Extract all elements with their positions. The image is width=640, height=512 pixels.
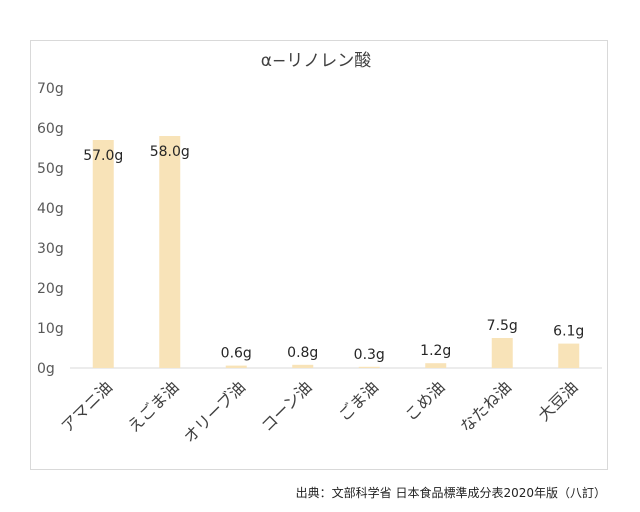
bar-0 — [92, 140, 114, 368]
data-label: 6.1g — [553, 324, 584, 340]
y-tick-label: 20g — [37, 281, 64, 297]
data-label: 7.5g — [487, 318, 518, 334]
y-tick-label: 70g — [37, 81, 64, 97]
bar-6 — [491, 338, 513, 368]
bar-5 — [425, 363, 447, 368]
data-label: 1.2g — [420, 343, 451, 359]
data-label: 57.0g — [83, 148, 123, 164]
bars — [92, 136, 580, 368]
bar-4 — [358, 366, 380, 368]
source-note: 出典：文部科学省 日本食品標準成分表2020年版（八訂） — [295, 486, 606, 500]
chart-frame — [30, 40, 608, 470]
x-tick-label: コーン油 — [257, 377, 315, 435]
data-label: 0.8g — [287, 345, 318, 361]
x-tick-label: 大豆油 — [534, 377, 581, 424]
bar-7 — [558, 343, 580, 368]
x-tick-label: こめ油 — [401, 377, 448, 424]
x-tick-label: ごま油 — [335, 377, 382, 424]
y-tick-label: 0g — [37, 361, 55, 377]
y-axis: 0g 10g 20g 30g 40g 50g 60g 70g — [37, 81, 64, 377]
x-tick-label: アマニ油 — [57, 377, 116, 436]
data-label: 0.3g — [354, 347, 385, 363]
x-tick-label: えごま油 — [124, 377, 183, 436]
bar-2 — [225, 365, 247, 368]
y-tick-label: 30g — [37, 241, 64, 257]
y-tick-label: 60g — [37, 121, 64, 137]
y-tick-label: 40g — [37, 201, 64, 217]
value-labels: 57.0g 58.0g 0.6g 0.8g 0.3g 1.2g 7.5g 6.1g — [83, 144, 584, 363]
bar-3 — [292, 364, 314, 368]
data-label: 58.0g — [150, 144, 190, 160]
bar-1 — [159, 136, 181, 368]
y-tick-label: 10g — [37, 321, 64, 337]
data-label: 0.6g — [221, 346, 252, 362]
y-tick-label: 50g — [37, 161, 64, 177]
x-tick-label: オリーブ油 — [180, 377, 249, 446]
x-tick-label: なたね油 — [456, 377, 515, 436]
chart-title: α−リノレン酸 — [261, 51, 371, 71]
